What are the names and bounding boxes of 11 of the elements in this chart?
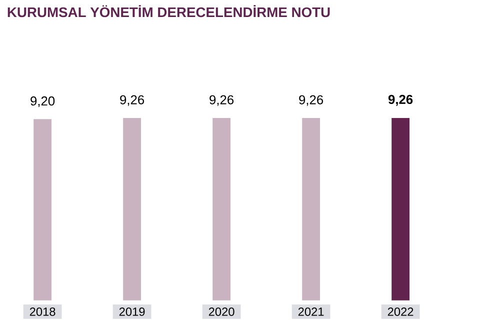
- chart-title: KURUMSAL YÖNETİM DERECELENDİRME NOTU: [8, 5, 330, 18]
- data-label: 9,26: [120, 95, 144, 106]
- x-tick-label: 2018: [30, 307, 56, 316]
- data-label: 9,20: [30, 96, 55, 107]
- x-tick-label: 2019: [119, 307, 145, 316]
- x-tick-label: 2022: [388, 307, 414, 316]
- data-label: 9,26: [210, 95, 234, 106]
- x-tick-label: 2021: [298, 307, 324, 316]
- data-label: 9,26: [299, 95, 324, 106]
- data-label: 9,26: [388, 94, 413, 106]
- x-tick-label: 2020: [208, 307, 234, 316]
